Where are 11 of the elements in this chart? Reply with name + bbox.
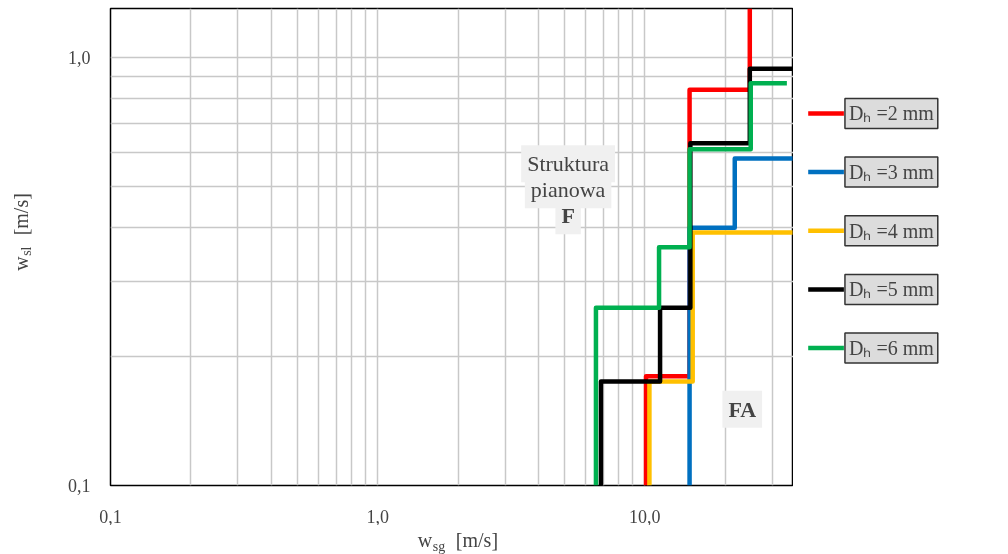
- legend-label: Dₕ =6 mm: [848, 337, 935, 360]
- annotation: Struktura pianowa F: [527, 151, 610, 229]
- legend-label: Dₕ =4 mm: [848, 219, 935, 242]
- x-tick-label: 0,1: [99, 506, 122, 527]
- x-tick-label: 1,0: [366, 506, 389, 527]
- y-axis-title: wsl [m/s]: [9, 193, 35, 271]
- annotation: FA: [728, 396, 757, 422]
- legend-label: Dₕ =5 mm: [848, 278, 935, 301]
- x-tick-label: 10,0: [629, 506, 661, 527]
- legend-label: Dₕ =3 mm: [848, 161, 935, 184]
- legend-label: Dₕ =2 mm: [848, 102, 935, 125]
